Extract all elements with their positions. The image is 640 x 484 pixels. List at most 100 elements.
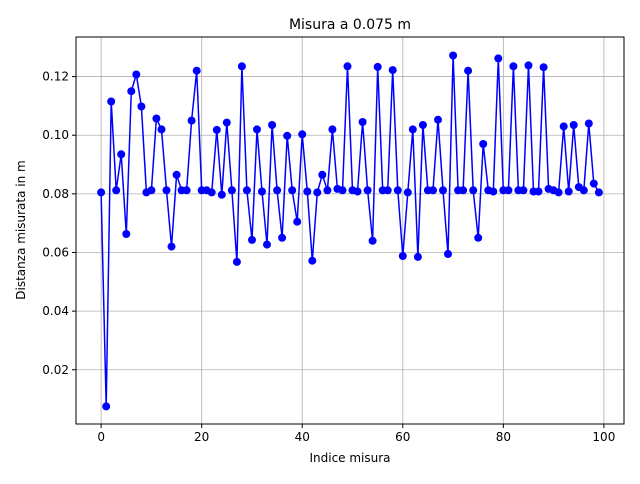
data-point (232, 257, 241, 266)
data-point (338, 186, 347, 195)
data-point (147, 186, 156, 195)
x-tick-label: 40 (295, 430, 310, 444)
data-point (132, 70, 141, 79)
data-point (298, 130, 307, 139)
data-point (227, 186, 236, 195)
data-point (418, 121, 427, 129)
x-axis-label: Indice misura (309, 451, 390, 465)
data-point (127, 87, 136, 96)
data-point (253, 125, 261, 134)
data-point (157, 125, 166, 134)
data-point (408, 125, 417, 134)
data-point (524, 61, 533, 70)
data-point (318, 170, 327, 179)
data-point (187, 116, 196, 125)
data-point (534, 187, 543, 196)
data-point (152, 114, 161, 123)
data-point (459, 186, 468, 195)
data-point (594, 188, 603, 197)
data-point (479, 140, 488, 148)
data-point (584, 119, 593, 128)
data-point (212, 125, 221, 134)
y-axis-label: Distanza misurata in m (14, 160, 28, 299)
data-point (383, 186, 392, 195)
y-tick-label: 0.02 (42, 363, 69, 377)
data-point (469, 186, 478, 195)
data-point (413, 252, 422, 261)
data-point (288, 186, 297, 195)
data-point (353, 187, 362, 196)
data-point (343, 62, 352, 71)
data-point (222, 118, 231, 127)
data-point (504, 186, 513, 195)
data-point (107, 97, 116, 106)
data-point (373, 62, 382, 71)
data-point (172, 170, 181, 179)
data-point (579, 186, 588, 195)
data-point (388, 66, 397, 75)
data-point (308, 256, 317, 265)
data-point (589, 179, 598, 188)
data-point (207, 188, 216, 197)
data-point (539, 63, 548, 72)
data-point (328, 125, 337, 134)
data-point (444, 250, 452, 258)
data-point (569, 121, 578, 129)
data-point (554, 188, 563, 197)
data-point (403, 188, 412, 197)
series-layer (97, 51, 603, 411)
data-point (97, 188, 106, 197)
data-point (363, 186, 372, 195)
data-point (398, 252, 407, 260)
data-point (393, 186, 402, 195)
data-point (519, 186, 528, 195)
y-tick-label: 0.04 (42, 304, 69, 318)
x-tick-label: 0 (97, 430, 105, 444)
data-point (439, 186, 447, 195)
data-point (117, 150, 126, 159)
data-point (283, 131, 292, 140)
data-point (122, 230, 131, 238)
data-point (137, 102, 146, 111)
data-point (167, 242, 176, 251)
data-point (217, 190, 226, 199)
y-tick-label: 0.06 (42, 245, 69, 259)
x-tick-label: 100 (592, 430, 615, 444)
data-point (293, 217, 302, 226)
x-tick-label: 60 (395, 430, 410, 444)
y-tick-label: 0.12 (42, 70, 69, 84)
data-point (323, 186, 332, 195)
data-point (273, 186, 282, 195)
data-point (102, 402, 111, 411)
data-point (559, 122, 568, 131)
data-point (449, 51, 458, 60)
x-tick-label: 80 (496, 430, 511, 444)
tick-layer: 0 20 40 60 80 100 0.02 0.04 0.06 0.08 0.10 0.12 (42, 70, 615, 444)
data-point (564, 187, 573, 196)
chart-title: Misura a 0.075 m (289, 17, 411, 33)
data-point (263, 240, 271, 249)
data-point (489, 187, 498, 196)
data-point (162, 186, 171, 195)
data-point (237, 62, 246, 71)
data-point (368, 236, 377, 245)
data-point (429, 186, 437, 195)
data-point (268, 121, 277, 129)
data-point (192, 66, 201, 75)
data-point (278, 233, 287, 242)
data-point (182, 186, 191, 195)
data-point (494, 54, 503, 63)
y-tick-label: 0.10 (42, 128, 69, 142)
data-point (509, 62, 518, 71)
data-point (313, 188, 322, 197)
data-point (464, 66, 473, 75)
data-point (434, 115, 442, 124)
data-point (242, 186, 251, 195)
data-point (474, 233, 483, 242)
y-tick-label: 0.08 (42, 187, 69, 201)
data-point (112, 186, 121, 195)
data-point (358, 118, 367, 126)
data-point (303, 187, 312, 196)
